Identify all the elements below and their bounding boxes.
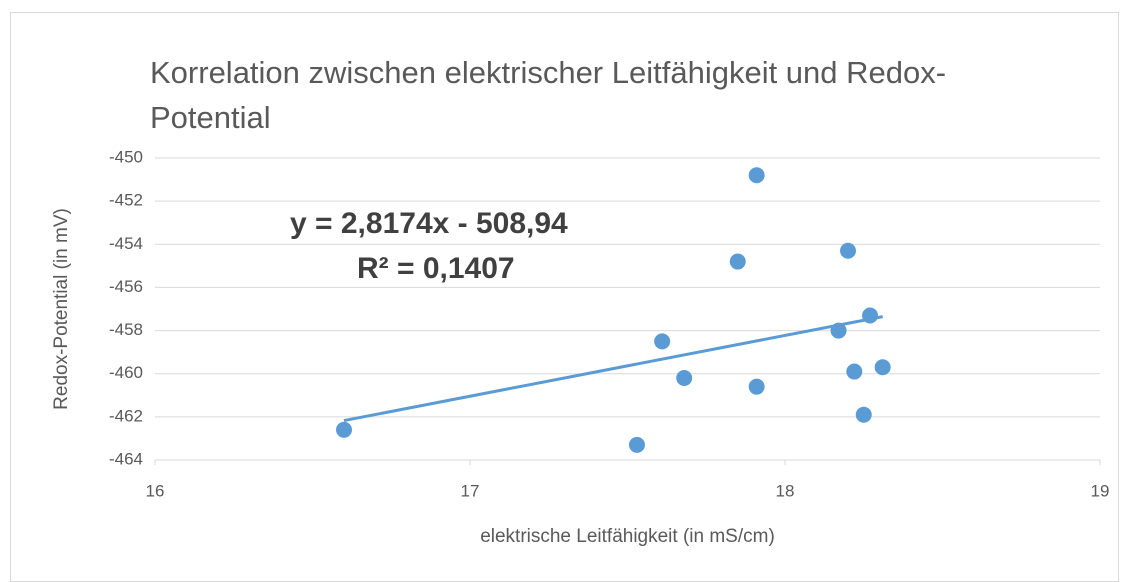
- y-tick-label: -462: [109, 406, 143, 425]
- y-tick-label: -452: [109, 191, 143, 210]
- point: [729, 253, 746, 270]
- y-tick-label: -460: [109, 363, 143, 382]
- x-tick-label: 17: [461, 481, 480, 500]
- y-axis-label: Redox-Potential (in mV): [51, 208, 72, 410]
- y-tick-label: -458: [109, 320, 143, 339]
- trendline: [343, 315, 883, 423]
- x-tick-label: 16: [146, 481, 165, 500]
- point: [830, 322, 847, 339]
- point: [840, 242, 856, 259]
- annotation: y = 2,8174x - 508,94: [290, 207, 568, 240]
- y-tick-label: -464: [109, 449, 143, 468]
- point: [862, 307, 879, 324]
- y-tick-label: -456: [109, 277, 143, 296]
- point: [748, 167, 765, 184]
- x-axis-label: elektrische Leitfähigkeit (in mS/cm): [480, 526, 775, 547]
- point: [628, 436, 645, 453]
- point: [748, 378, 765, 395]
- y-tick-label: -454: [109, 234, 143, 253]
- point: [676, 370, 693, 387]
- point: [654, 333, 671, 350]
- point: [874, 359, 891, 376]
- x-tick-label: 19: [1091, 481, 1110, 500]
- annotation: R² = 0,1407: [357, 252, 515, 285]
- x-tick-label: 18: [776, 481, 795, 500]
- point: [855, 406, 872, 423]
- point: [336, 421, 352, 438]
- point: [846, 363, 863, 380]
- y-tick-label: -450: [109, 147, 143, 166]
- chart-title: Korrelation zwischen elektrischer Leitfä…: [150, 55, 947, 135]
